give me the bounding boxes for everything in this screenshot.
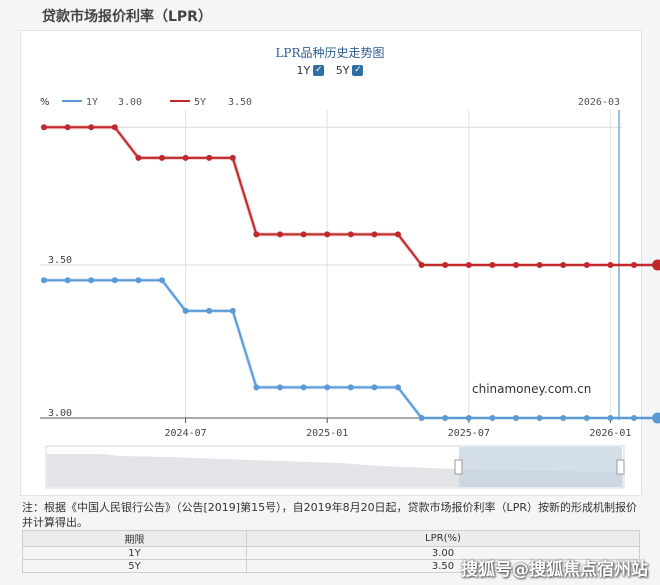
y-unit-label: % <box>40 97 50 108</box>
zoom-selected-range[interactable] <box>459 447 622 487</box>
x-tick-label: 2024-07 <box>165 428 207 439</box>
series-1y-point[interactable] <box>371 384 378 391</box>
legend-1y-value: 3.00 <box>118 97 142 108</box>
chart-source-watermark: chinamoney.com.cn <box>472 382 591 396</box>
toggle-5y-label: 5Y <box>335 64 350 77</box>
legend-5y-value: 3.50 <box>228 97 252 108</box>
legend-1y-name: 1Y <box>86 97 98 108</box>
series-1y-point[interactable] <box>631 415 637 421</box>
series-5y-point[interactable] <box>607 262 614 268</box>
series-1y-point[interactable] <box>536 415 543 421</box>
series-1y-point[interactable] <box>652 412 660 424</box>
table-cell: 3.50 <box>245 559 641 573</box>
series-5y-point[interactable] <box>418 262 425 268</box>
series-5y-point[interactable] <box>371 231 378 238</box>
toggle-1y[interactable]: 1Y ✓ <box>297 64 325 77</box>
zoom-left-handle[interactable] <box>454 459 463 475</box>
series-1y-point[interactable] <box>607 415 614 421</box>
table-cell: 5Y <box>22 559 247 573</box>
series-1y-point[interactable] <box>418 415 425 421</box>
series-1y-point[interactable] <box>560 415 567 421</box>
series-5y-point[interactable] <box>159 154 165 161</box>
series-1y-point[interactable] <box>41 277 47 284</box>
series-5y-point[interactable] <box>395 231 401 238</box>
toggle-5y[interactable]: 5Y ✓ <box>336 64 364 77</box>
series-5y-point[interactable] <box>300 231 307 238</box>
lpr-table: 期限 LPR(%) 1Y 3.00 5Y 3.50 <box>22 530 641 573</box>
series-5y-point[interactable] <box>41 124 47 131</box>
series-5y-point[interactable] <box>111 124 118 131</box>
toggle-1y-label: 1Y <box>296 64 311 77</box>
series-1y-point[interactable] <box>229 307 236 314</box>
series-5y-point[interactable] <box>442 262 449 268</box>
series-5y-point[interactable] <box>465 262 472 268</box>
series-5y-point[interactable] <box>631 262 637 268</box>
series-5y-point[interactable] <box>652 259 660 271</box>
series-1y-point[interactable] <box>135 277 142 284</box>
y-tick-3-00: 3.00 <box>48 408 72 419</box>
series-1y-point[interactable] <box>182 307 189 314</box>
series-1y-point[interactable] <box>395 384 401 391</box>
x-tick-label: 2025-07 <box>448 428 490 439</box>
series-5y-point[interactable] <box>324 231 331 238</box>
zoom-right-handle[interactable] <box>616 459 625 475</box>
series-5y-point[interactable] <box>277 231 283 238</box>
y-tick-3-50: 3.50 <box>48 255 72 266</box>
series-1y-point[interactable] <box>300 384 307 391</box>
data-zoom-slider[interactable] <box>45 445 625 489</box>
series-1y-point[interactable] <box>442 415 449 421</box>
series-5y-point[interactable] <box>135 154 142 161</box>
series-1y-point[interactable] <box>513 415 519 421</box>
series-1y-point[interactable] <box>277 384 283 391</box>
series-1y-point[interactable] <box>64 277 71 284</box>
series-1y-point[interactable] <box>159 277 165 284</box>
table-row: 5Y 3.50 <box>22 559 641 573</box>
table-header-row: 期限 LPR(%) <box>22 530 641 547</box>
series-5y-point[interactable] <box>347 231 354 238</box>
table-header-lpr: LPR(%) <box>245 530 641 547</box>
x-tick-label: 2025-01 <box>306 428 348 439</box>
legend-5y-name: 5Y <box>194 97 206 108</box>
footnote: 注：根据《中国人民银行公告》（公告[2019]第15号），自2019年8月20日… <box>22 501 637 529</box>
series-1y-point[interactable] <box>111 277 118 284</box>
series-5y-point[interactable] <box>88 124 95 131</box>
series-1y-point[interactable] <box>347 384 354 391</box>
table-row: 1Y 3.00 <box>22 546 641 560</box>
series-1y-point[interactable] <box>253 384 260 391</box>
series-5y-point[interactable] <box>182 154 189 161</box>
x-axis-ticks: 2024-07 2025-01 2025-07 2026-01 <box>165 418 631 439</box>
lpr-line-chart: % 1Y 3.00 5Y 3.50 2026-03 3.50 3.00 2024… <box>40 97 660 489</box>
x-tick-label: 2026-01 <box>589 428 631 439</box>
series-1y-point[interactable] <box>206 307 213 314</box>
table-cell: 1Y <box>22 546 247 560</box>
series-5y-line <box>44 126 658 266</box>
series-5y-point[interactable] <box>513 262 519 268</box>
series-5y-point[interactable] <box>489 262 496 268</box>
series-1y-point[interactable] <box>489 415 496 421</box>
checkbox-1y-icon[interactable]: ✓ <box>313 65 325 76</box>
series-5y-point[interactable] <box>64 124 71 131</box>
series-1y-point[interactable] <box>465 415 472 421</box>
table-header-term: 期限 <box>22 530 247 547</box>
series-1y-line <box>44 279 658 419</box>
series-1y-point[interactable] <box>324 384 331 391</box>
checkbox-5y-icon[interactable]: ✓ <box>352 65 364 76</box>
series-5y-point[interactable] <box>253 231 260 238</box>
chart-title: LPR品种历史走势图 <box>275 46 385 60</box>
series-1y-glow <box>44 278 658 420</box>
series-5y-point[interactable] <box>560 262 567 268</box>
series-1y-point[interactable] <box>88 277 95 284</box>
series-5y-point[interactable] <box>536 262 543 268</box>
page-title: 贷款市场报价利率（LPR） <box>42 9 212 25</box>
hover-date-label: 2026-03 <box>578 97 620 108</box>
series-5y-glow <box>44 125 658 267</box>
image-watermark: 搜狐号@搜狐焦点宿州站 <box>461 560 648 580</box>
series-5y-point[interactable] <box>229 154 236 161</box>
series-5y-point[interactable] <box>583 262 590 268</box>
series-1y-point[interactable] <box>583 415 590 421</box>
series-layer <box>41 124 660 424</box>
series-5y-point[interactable] <box>206 154 213 161</box>
series-toggles: 1Y ✓ 5Y ✓ <box>0 64 660 77</box>
